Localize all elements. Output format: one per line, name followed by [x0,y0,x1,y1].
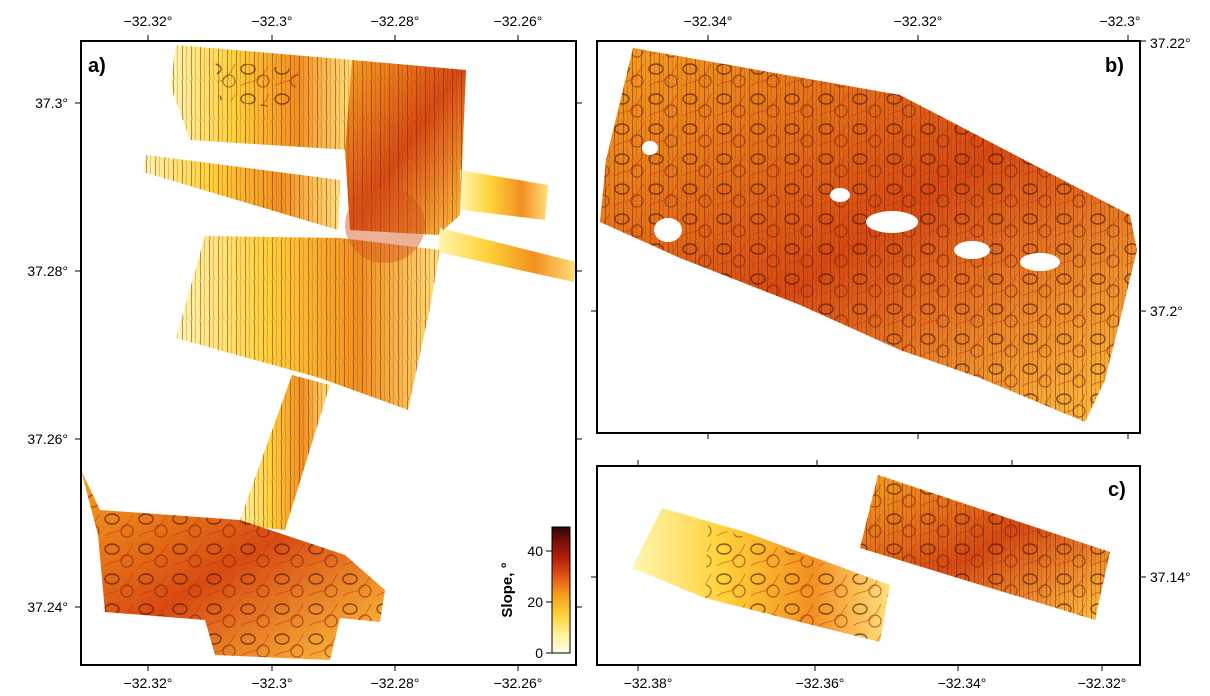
tick-label: 37.2° [1150,303,1183,319]
colorbar: 40 20 0 Slope, ° [499,526,571,661]
panel-b: b) −32.34° −32.32° −32.3° 37.22° 37.2° [591,13,1191,439]
panel-b-top-ticks: −32.34° −32.32° −32.3° [684,13,1141,41]
tick-label: 37.22° [1150,35,1191,51]
tick-label: −32.34° [938,675,987,691]
tick-label: −32.26° [494,13,543,29]
tick-label: −32.32° [124,675,173,691]
panel-b-frame [596,40,1141,434]
tick-label: −32.3° [1099,13,1140,29]
colorbar-tick: 40 [527,543,543,559]
tick-label: −32.32° [894,13,943,29]
panel-a-frame [80,40,577,666]
colorbar-label: Slope, ° [499,562,516,617]
tick-label: −32.32° [1078,675,1127,691]
tick-label: −32.32° [124,13,173,29]
panel-a-top-ticks: −32.32° −32.3° −32.28° −32.26° [124,13,543,41]
panel-b-bottom-ticks [707,433,1129,439]
colorbar-gradient [551,526,571,654]
tick-label: −32.38° [624,675,673,691]
panel-label: a) [88,55,106,77]
tick-label: −32.3° [251,675,292,691]
panel-c-frame [596,465,1141,666]
tick-label: −32.34° [684,13,733,29]
tick-label: 37.24° [27,599,68,615]
tick-label: −32.26° [494,675,543,691]
tick-label: 37.14° [1150,569,1191,585]
tick-label: −32.36° [796,675,845,691]
panel-b-bathymetry [600,48,1137,422]
panel-label: b) [1105,55,1124,77]
panel-label: c) [1108,479,1126,501]
tick-label: −32.28° [371,675,420,691]
tick-label: 37.28° [27,263,68,279]
panel-a-lat-ticks: 37.3° 37.28° 37.26° 37.24° [27,95,582,615]
panel-c: c) −32.38° −32.36° −32.34° −32.32° 37.14… [591,460,1191,691]
panel-c-lat-ticks: 37.14° [591,569,1191,585]
panel-c-top-ticks [637,460,1013,466]
panel-a-bathymetry [81,45,576,660]
panel-b-lat-ticks: 37.22° 37.2° [591,35,1191,319]
tick-label: −32.3° [251,13,292,29]
tick-label: 37.3° [35,95,68,111]
panel-c-bottom-ticks: −32.38° −32.36° −32.34° −32.32° [624,665,1127,691]
panel-c-bathymetry [632,475,1110,642]
tick-label: 37.26° [27,431,68,447]
survey-swath [460,170,548,220]
colorbar-tick: 20 [527,594,543,610]
tick-label: −32.28° [371,13,420,29]
panel-a-bottom-ticks: −32.32° −32.3° −32.28° −32.26° [124,665,543,691]
panel-a: a) −32.32° −32.3° −32.28° −32.26° −32.32… [27,13,582,691]
colorbar-tick: 0 [535,645,543,661]
survey-swath [438,228,576,282]
